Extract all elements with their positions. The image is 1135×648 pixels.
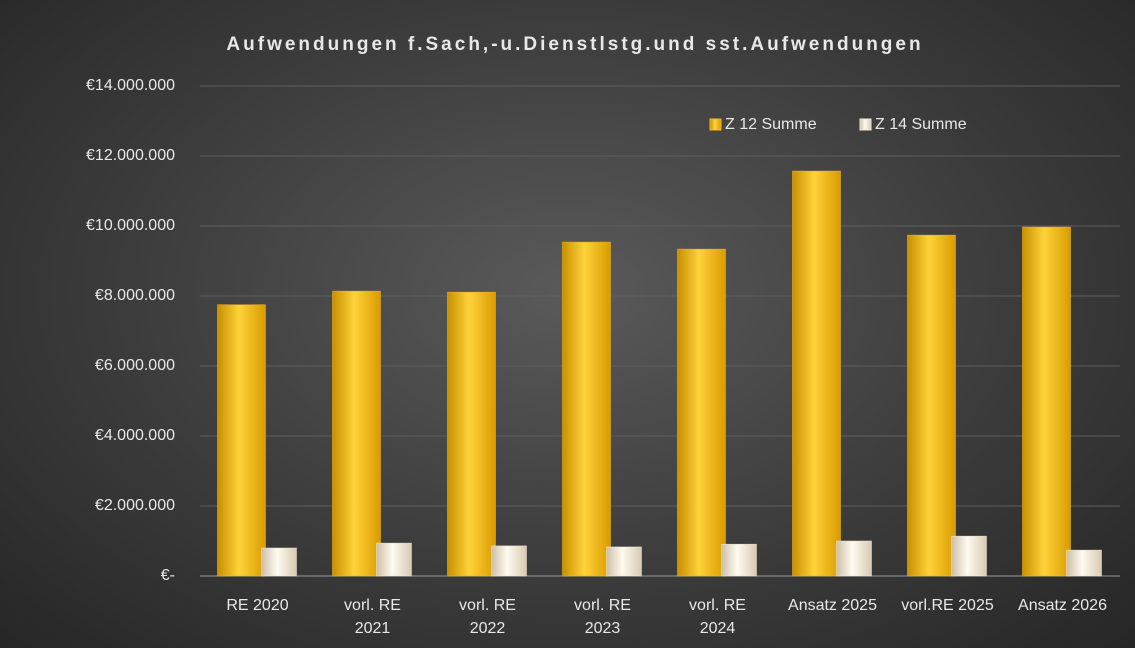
legend-label: Z 12 Summe: [725, 116, 817, 133]
bar: [217, 304, 266, 577]
bar: [1022, 226, 1071, 577]
y-tick-label: €10.000.000: [86, 217, 175, 234]
bar: [447, 291, 496, 577]
y-tick-label: €12.000.000: [86, 147, 175, 164]
chart-title: Aufwendungen f.Sach,-u.Dienstlstg.und ss…: [226, 34, 923, 55]
x-tick-label: vorl.RE 2025: [901, 597, 994, 614]
y-tick-label: €4.000.000: [95, 427, 175, 444]
bar: [332, 290, 381, 577]
y-tick-label: €-: [161, 567, 175, 584]
y-tick-label: €6.000.000: [95, 357, 175, 374]
y-tick-label: €14.000.000: [86, 77, 175, 94]
bar: [491, 545, 527, 577]
legend-label: Z 14 Summe: [875, 116, 967, 133]
bar: [1066, 549, 1102, 577]
bar: [792, 170, 841, 577]
bar: [261, 547, 297, 577]
x-tick-label: Ansatz 2025: [788, 597, 877, 614]
x-tick-label: RE 2020: [226, 597, 289, 614]
x-tick-label: Ansatz 2026: [1018, 597, 1107, 614]
bar: [721, 543, 757, 577]
bar: [951, 535, 987, 577]
y-tick-label: €8.000.000: [95, 287, 175, 304]
bar: [562, 241, 611, 577]
bar: [907, 234, 956, 577]
bar: [376, 542, 412, 577]
bar: [836, 540, 872, 577]
legend-swatch: [859, 118, 872, 131]
bar: [606, 546, 642, 577]
legend-swatch: [709, 118, 722, 131]
x-tick-label: vorl. RE 2024: [689, 597, 746, 637]
bar: [677, 248, 726, 577]
x-tick-label: vorl. RE 2021: [344, 597, 401, 637]
x-tick-label: vorl. RE 2022: [459, 597, 516, 637]
y-tick-label: €2.000.000: [95, 497, 175, 514]
x-tick-label: vorl. RE 2023: [574, 597, 631, 637]
